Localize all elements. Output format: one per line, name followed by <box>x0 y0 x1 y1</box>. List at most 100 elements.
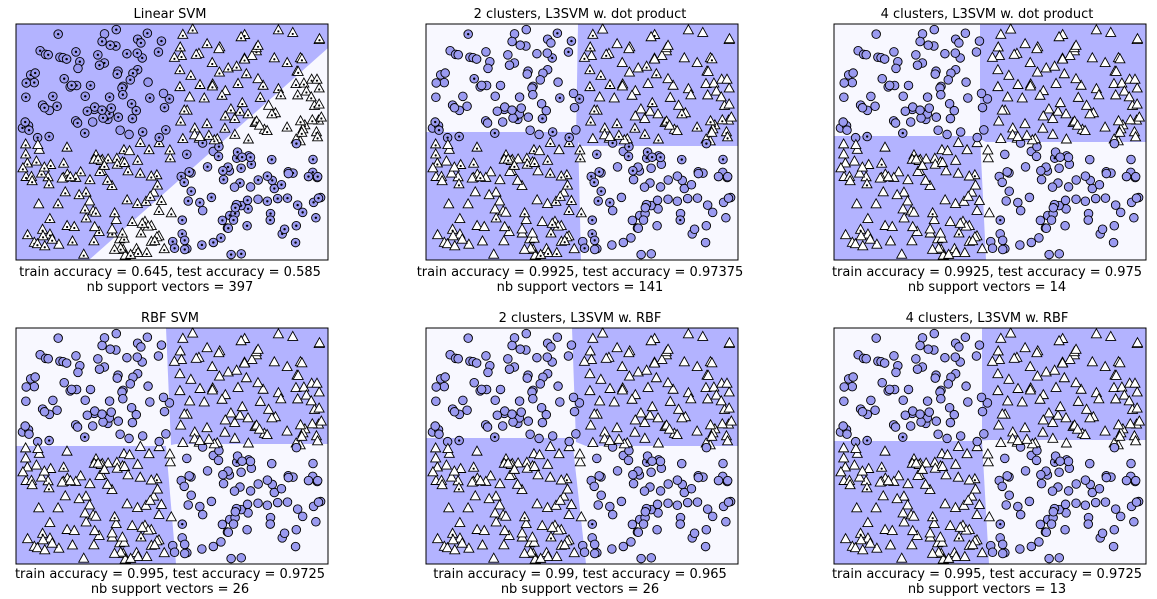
support-vector-triangle-icon <box>544 136 557 147</box>
support-vector-dot <box>286 62 289 66</box>
circle-point <box>169 547 180 558</box>
circle-point <box>1071 175 1081 185</box>
triangle-point <box>39 543 51 555</box>
circle-point <box>838 117 848 127</box>
circle-point <box>179 548 190 559</box>
support-vector-dot <box>119 248 122 251</box>
support-vector-dot <box>210 196 213 199</box>
support-vector-dot <box>318 39 321 42</box>
circle-point <box>546 38 556 48</box>
circle-point <box>1055 456 1065 466</box>
circle-point <box>476 384 487 395</box>
triangle-point <box>662 39 674 50</box>
triangle-point <box>664 91 677 102</box>
circle-point <box>982 94 993 104</box>
support-vector-triangle-icon <box>558 234 571 246</box>
support-vector-dot <box>269 218 272 222</box>
triangle-point <box>992 63 1004 75</box>
triangle-point <box>723 386 735 397</box>
triangle-point <box>626 89 638 100</box>
support-vector-dot <box>218 72 221 75</box>
support-vector-dot <box>627 145 631 148</box>
triangle-point <box>561 483 574 494</box>
circle-point <box>971 47 982 57</box>
triangle-point <box>490 515 502 527</box>
triangle-point <box>950 550 962 561</box>
circle-point <box>276 484 287 494</box>
triangle-point <box>445 167 458 178</box>
triangle-point <box>484 165 497 177</box>
circle-point <box>693 472 704 483</box>
circle-point <box>262 475 273 485</box>
support-vector-dot <box>100 108 104 112</box>
circle-point <box>1054 163 1064 174</box>
circle-point <box>655 456 666 467</box>
support-vector-triangle-icon <box>44 212 56 224</box>
triangle-point <box>1118 389 1131 400</box>
support-vector-dot <box>597 199 600 203</box>
triangle-point <box>531 193 543 205</box>
circle-point <box>143 381 153 391</box>
triangle-point <box>145 474 158 485</box>
triangle-point <box>32 138 44 150</box>
circle-point <box>596 490 606 501</box>
support-vector-dot <box>880 467 883 470</box>
triangle-point <box>1075 79 1087 90</box>
circle-point <box>915 36 925 47</box>
triangle-point <box>554 494 566 505</box>
triangle-point <box>1037 426 1049 437</box>
support-vector-dot <box>578 97 581 101</box>
triangle-point <box>53 238 65 249</box>
triangle-point <box>685 392 697 404</box>
triangle-point <box>604 382 616 393</box>
triangle-point <box>281 425 293 436</box>
triangle-point <box>1131 98 1143 109</box>
triangle-point <box>656 353 668 364</box>
support-vector-dot <box>591 34 594 37</box>
triangle-point <box>678 355 691 367</box>
triangle-point <box>616 79 629 91</box>
support-vector-triangle-icon <box>296 126 308 137</box>
circle-point <box>1055 152 1065 162</box>
support-vector-triangle-icon <box>140 195 152 206</box>
triangle-point <box>706 430 718 441</box>
circle-point <box>1013 501 1023 512</box>
triangle-point <box>101 478 114 489</box>
triangle-point <box>568 242 581 254</box>
support-vector-dot <box>270 158 273 161</box>
circle-point <box>1080 500 1091 511</box>
circle-point <box>930 373 940 383</box>
triangle-point <box>1001 394 1014 406</box>
triangle-point <box>313 336 326 348</box>
support-vector-dot <box>721 158 725 161</box>
triangle-point <box>952 136 965 147</box>
support-vector-dot <box>38 49 42 52</box>
support-vector-dot <box>173 57 176 60</box>
triangle-point <box>246 353 258 364</box>
support-vector-dot <box>314 216 318 220</box>
triangle-point <box>992 41 1004 52</box>
triangle-point <box>1050 77 1062 88</box>
triangle-point <box>536 215 549 226</box>
support-vector-dot <box>82 254 85 257</box>
support-vector-dot <box>273 58 276 61</box>
triangle-point <box>198 396 211 407</box>
support-vector-dot <box>98 171 102 174</box>
panel-4-clusters-rbf: 4 clusters, L3SVM w. RBF train accuracy … <box>832 311 1147 597</box>
triangle-point <box>995 28 1007 39</box>
circle-point <box>291 524 302 535</box>
circle-point <box>1036 174 1047 185</box>
triangle-point <box>1086 51 1099 63</box>
support-vector-dot <box>232 218 235 222</box>
triangle-point <box>1003 373 1015 384</box>
circle-point <box>104 396 115 406</box>
support-vector-dot <box>233 212 237 215</box>
circle-point <box>1094 484 1105 494</box>
triangle-point <box>1123 90 1135 102</box>
triangle-point <box>642 77 654 88</box>
triangle-point <box>952 440 965 451</box>
support-vector-triangle-icon <box>613 129 625 140</box>
triangle-point <box>1086 355 1099 367</box>
triangle-point <box>702 369 714 380</box>
circle-point <box>689 224 700 234</box>
